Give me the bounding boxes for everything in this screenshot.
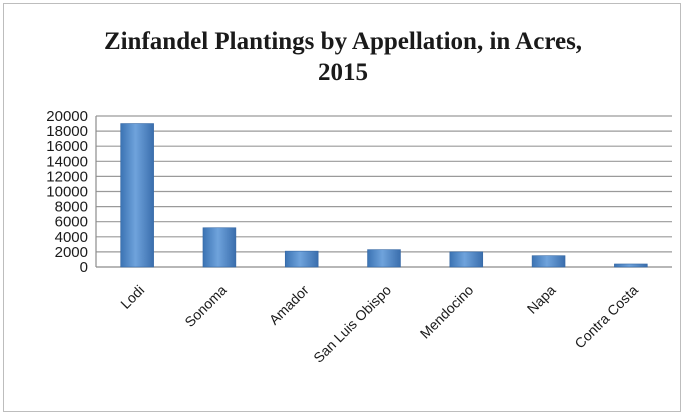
y-tick-label-14000: 14000 (46, 153, 88, 170)
y-tick-label-0: 0 (80, 259, 88, 276)
bar-san-luis-obispo (367, 249, 401, 268)
y-tick-label-6000: 6000 (55, 214, 88, 231)
y-tick-label-16000: 16000 (46, 138, 88, 155)
x-tick-label-san-luis-obispo: San Luis Obispo (310, 282, 394, 366)
bar-sonoma (202, 227, 237, 268)
bar-napa (531, 255, 566, 268)
chart-title-line-1: Zinfandel Plantings by Appellation, in A… (103, 28, 583, 55)
bar-amador (284, 250, 319, 268)
bar-mendocino (449, 251, 484, 268)
y-tick-label-8000: 8000 (55, 199, 88, 216)
x-tick-label-napa: Napa (524, 282, 559, 317)
x-tick-label-sonoma: Sonoma (181, 282, 229, 330)
chart-frame (3, 3, 681, 412)
chart-title: Zinfandel Plantings by Appellation, in A… (0, 26, 686, 88)
bars (120, 123, 648, 268)
x-tick-label-amador: Amador (266, 282, 312, 328)
y-tick-label-12000: 12000 (46, 168, 88, 185)
x-tick-label-mendocino: Mendocino (417, 282, 477, 342)
bar-contra-costa (614, 263, 648, 268)
gridlines (96, 115, 672, 253)
y-tick-labels: 0200040006000800010000120001400016000180… (46, 108, 88, 276)
bar-lodi (120, 123, 154, 268)
chart-title-line-2: 2015 (318, 59, 368, 86)
y-tick-label-4000: 4000 (55, 229, 88, 246)
y-tick-label-20000: 20000 (46, 108, 88, 125)
x-tick-label-contra-costa: Contra Costa (571, 282, 641, 352)
y-tick-label-18000: 18000 (46, 123, 88, 140)
y-tick-label-10000: 10000 (46, 184, 88, 201)
x-tick-label-lodi: Lodi (117, 282, 147, 312)
y-tick-label-2000: 2000 (55, 244, 88, 261)
